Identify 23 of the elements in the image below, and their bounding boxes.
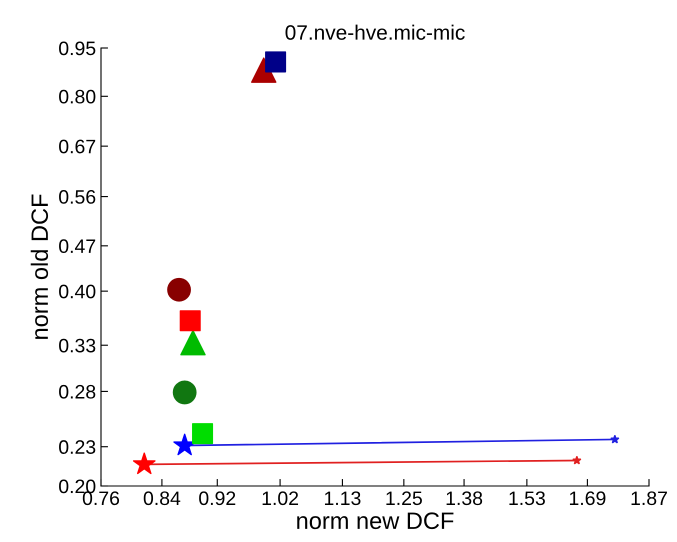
x-tick-label: 0.76 [82, 491, 120, 506]
chart-title: 07.nve-hve.mic-mic [286, 24, 465, 40]
x-axis-title: norm new DCF [297, 512, 454, 530]
y-tick-label: 0.20 [59, 479, 96, 494]
x-tick-label: 1.53 [509, 491, 545, 506]
x-tick-label: 1.25 [386, 491, 422, 506]
x-tick-label: 0.92 [199, 491, 236, 506]
y-tick-label: 0.23 [59, 440, 96, 454]
y-tick-label: 0.40 [59, 284, 96, 298]
x-tick-label: 1.02 [262, 491, 298, 506]
x-tick-label: 0.84 [144, 491, 180, 506]
y-axis-title: norm old DCF [30, 194, 48, 339]
y-tick-label: 0.95 [59, 41, 96, 56]
x-tick-label: 1.69 [570, 491, 606, 506]
y-tick-label: 0.80 [59, 90, 96, 104]
y-tick-label: 0.47 [59, 239, 96, 254]
x-tick-label: 1.13 [324, 491, 360, 506]
y-tick-label: 0.56 [59, 190, 96, 204]
x-tick-label: 1.38 [446, 491, 482, 506]
y-tick-label: 0.28 [59, 384, 96, 399]
x-tick-label: 1.87 [632, 491, 667, 506]
y-tick-label: 0.67 [59, 140, 96, 154]
y-tick-label: 0.33 [59, 338, 96, 352]
